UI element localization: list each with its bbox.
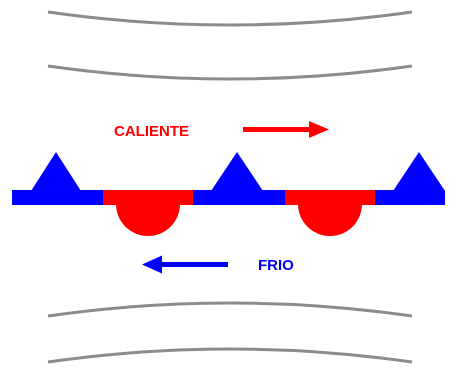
semicircle-icon <box>298 204 362 236</box>
isobar-line <box>47 347 413 364</box>
triangle-icon <box>393 152 445 191</box>
isobars <box>47 10 413 364</box>
isobar-line <box>47 301 413 318</box>
warm-front-segment <box>103 190 193 205</box>
warm-front-segment <box>285 190 375 205</box>
arrow-left-icon <box>142 255 228 274</box>
cold-front-segment <box>12 190 103 205</box>
isobar-line <box>47 10 413 27</box>
triangle-icon <box>211 152 263 191</box>
triangle-icon <box>31 152 81 191</box>
isobar-line <box>47 64 413 81</box>
cold-front-segment <box>375 190 445 205</box>
cold-front-segment <box>193 190 285 205</box>
cold-label: FRIO <box>258 257 294 274</box>
warm-label: CALIENTE <box>114 123 189 140</box>
front-line <box>12 152 445 236</box>
semicircle-icon <box>116 204 180 236</box>
arrow-right-icon <box>243 121 329 138</box>
